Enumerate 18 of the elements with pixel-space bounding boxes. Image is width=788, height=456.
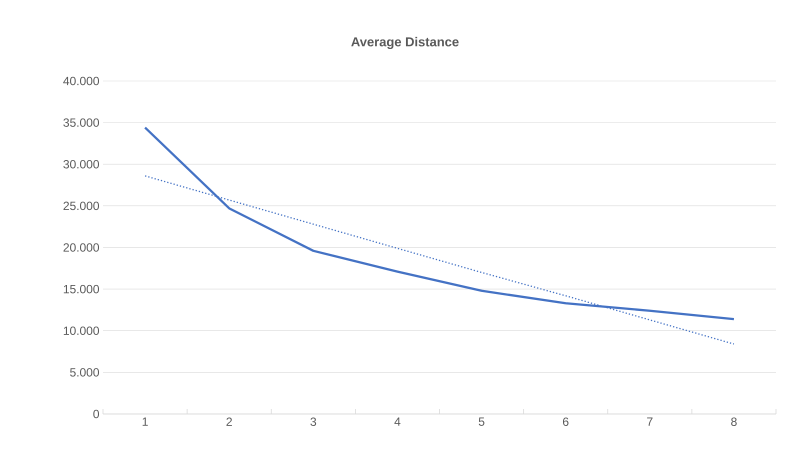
y-tick-label: 0 [93, 410, 100, 418]
y-tick-label: 30.000 [63, 160, 100, 168]
x-tick-label: 5 [478, 418, 484, 426]
x-tick-label: 1 [142, 418, 148, 426]
y-tick-label: 15.000 [64, 284, 100, 294]
y-tick-label: 10.000 [64, 326, 100, 335]
x-tick-label: 7 [647, 418, 653, 426]
y-tick-label: 20.000 [64, 243, 100, 252]
y-tick-label: 25.000 [64, 202, 100, 210]
x-tick-label: 2 [226, 418, 232, 426]
chart-title: Average Distance [351, 36, 459, 50]
x-tick-label: 8 [731, 418, 737, 426]
x-tick-label: 6 [562, 418, 568, 426]
y-tick-label: 35.000 [63, 118, 100, 127]
y-tick-label: 40.000 [63, 76, 100, 86]
y-tick-label: 5.000 [70, 368, 100, 377]
x-tick-label: 4 [394, 418, 400, 426]
x-tick-label: 3 [310, 418, 316, 426]
